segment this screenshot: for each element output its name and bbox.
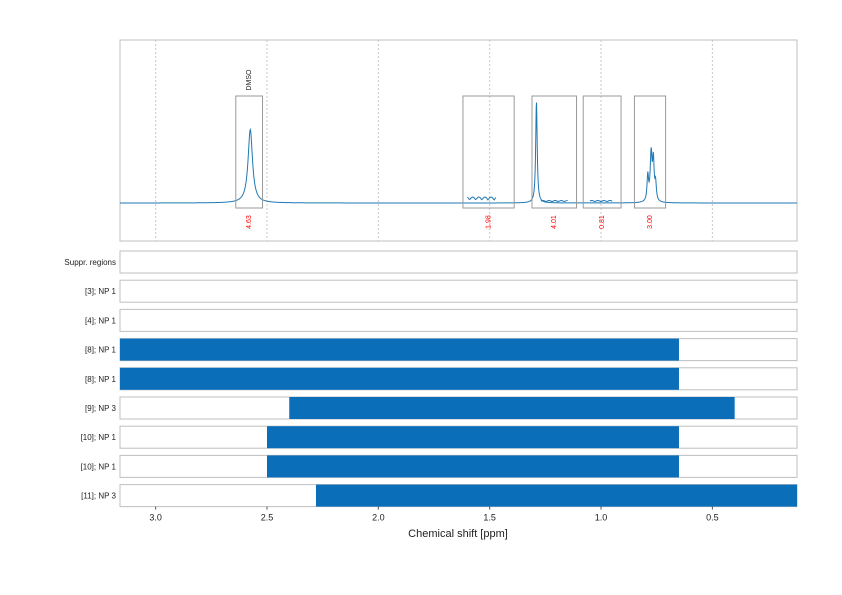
- integral-region: [531, 95, 578, 209]
- multiplet-cluster: [540, 199, 568, 203]
- track-label: [11]; NP 3: [81, 492, 116, 501]
- spectrum-panel: [119, 39, 798, 242]
- integral-region: [462, 95, 515, 209]
- x-tick-label: 1.5: [483, 513, 496, 523]
- tracks-layer: Suppr. regions [3]; NP 1 [4]; NP 1 [8]; NP …: [64, 250, 798, 508]
- integral-label: DMSO: [246, 69, 253, 91]
- track-bar: [289, 397, 735, 419]
- track-label: [10]; NP 1: [81, 462, 117, 471]
- x-axis-label: Chemical shift [ppm]: [408, 528, 508, 540]
- multiplet-cluster: [589, 199, 613, 203]
- track-label: [4]; NP 1: [85, 316, 117, 325]
- track-bar: [266, 426, 679, 449]
- track-label: [9]; NP 3: [85, 404, 117, 413]
- track-label: Suppr. regions: [64, 258, 116, 267]
- track-label: [8]; NP 1: [85, 346, 117, 355]
- spectrum-layer: [120, 102, 797, 204]
- x-tick-label: 2.5: [261, 513, 274, 523]
- track-bar: [315, 484, 797, 507]
- integral-value: 4.01: [551, 215, 558, 229]
- integral-value: 1.98: [485, 215, 492, 229]
- multiplet-cluster: [467, 196, 497, 201]
- track-bar: [120, 367, 679, 390]
- x-tick-label: 3.0: [149, 513, 162, 523]
- spectrum-line: [120, 102, 797, 204]
- x-tick-label: 1.0: [595, 513, 608, 523]
- x-tick-label: 2.0: [372, 513, 385, 523]
- integral-region: [633, 95, 667, 209]
- integral-region: [582, 95, 622, 209]
- track-box: [119, 308, 798, 332]
- track-label: [10]; NP 1: [81, 433, 117, 442]
- track-box: [119, 250, 798, 274]
- track-bar: [266, 455, 679, 478]
- grid-lines: [155, 40, 713, 241]
- x-tick-label: 0.5: [706, 513, 719, 523]
- track-bar: [120, 338, 679, 361]
- integral-value: 0.81: [599, 215, 606, 229]
- integral-value: 3.00: [647, 215, 654, 229]
- track-label: [8]; NP 1: [85, 375, 117, 384]
- integral-layer: 4.63 DMSO 1.98 4.01 0.81 3.00: [235, 69, 667, 229]
- track-box: [119, 279, 798, 303]
- x-axis: 3.0 2.5 2.0 1.5 1.0 0.5: [149, 506, 719, 523]
- integral-value: 4.63: [246, 215, 253, 229]
- integral-region: [235, 95, 264, 209]
- track-label: [3]; NP 1: [85, 287, 117, 296]
